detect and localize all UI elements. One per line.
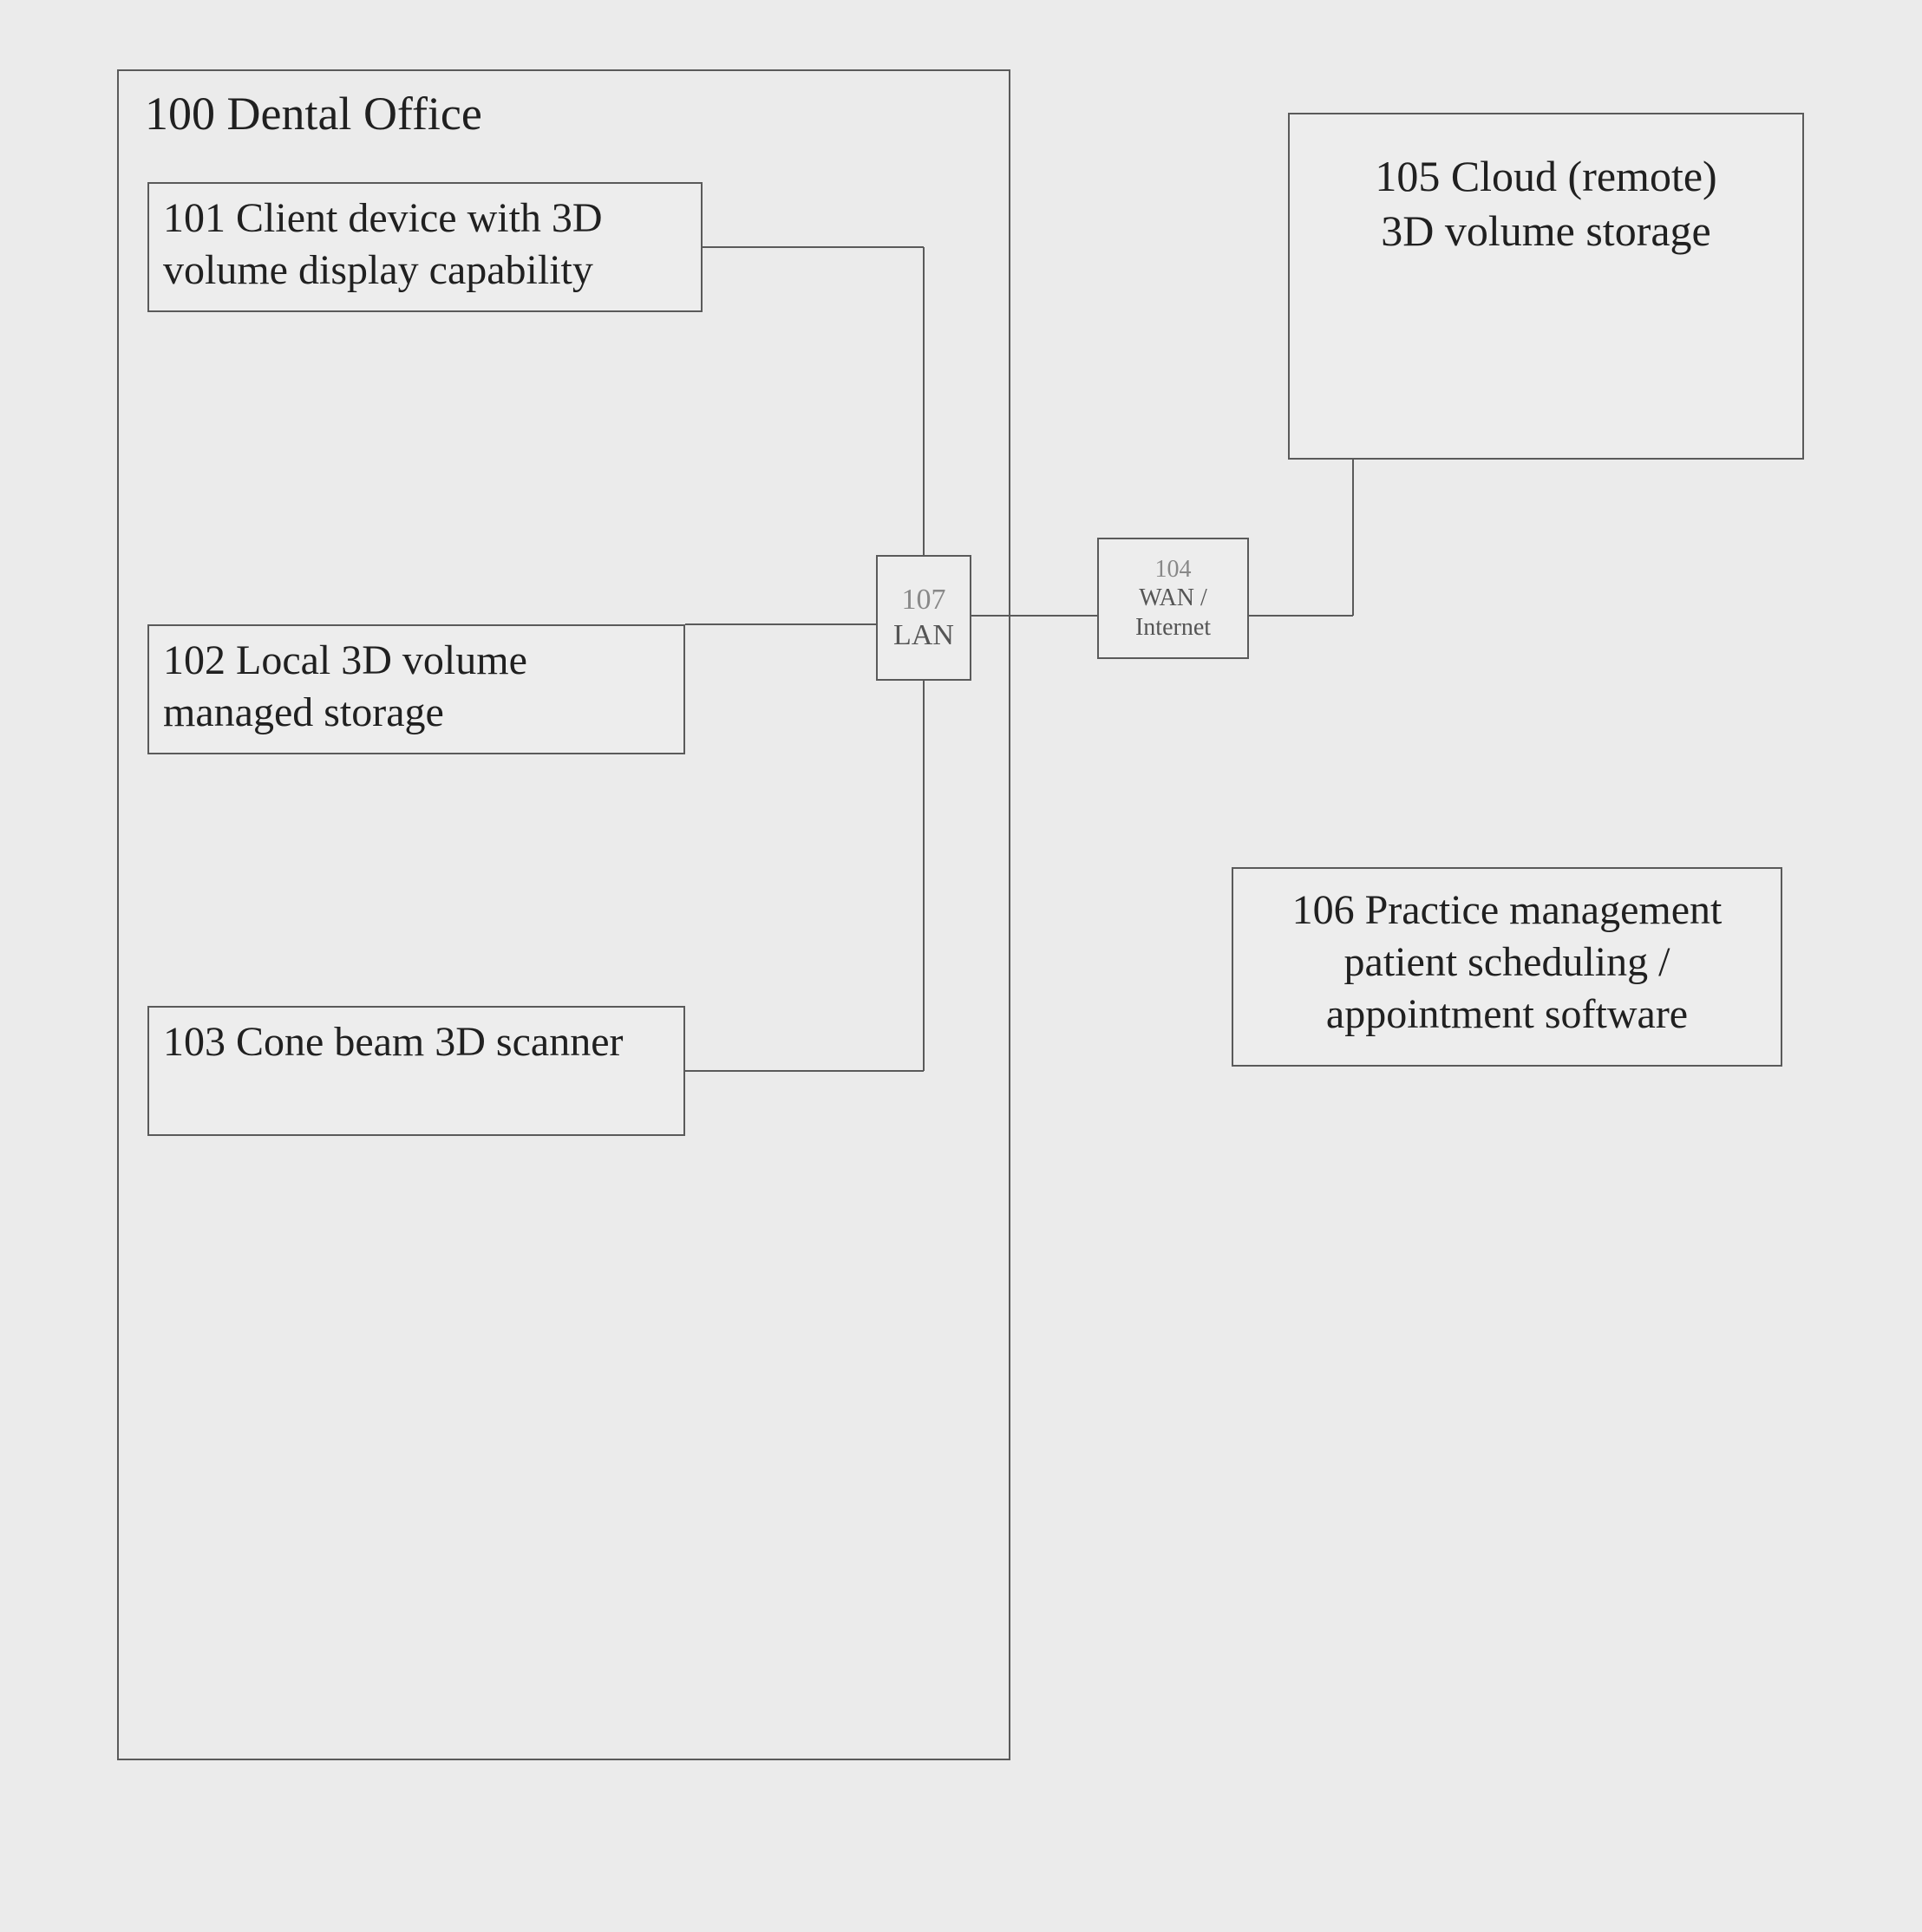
dental-office-label: 100 Dental Office: [136, 82, 491, 146]
node-104-label1: WAN /: [1139, 584, 1207, 613]
node-104-label2: Internet: [1135, 613, 1211, 643]
network-diagram: 100 Dental Office 101 Client device with…: [0, 0, 1922, 1932]
node-102-label: 102 Local 3D volume managed storage: [163, 637, 527, 735]
node-105-line2: 3D volume storage: [1304, 204, 1788, 258]
node-106-line2: patient scheduling /: [1247, 937, 1767, 989]
dental-office-container: 100 Dental Office: [117, 69, 1010, 1760]
node-105-line1: 105 Cloud (remote): [1304, 149, 1788, 204]
node-cone-beam-scanner: 103 Cone beam 3D scanner: [147, 1006, 685, 1136]
node-local-storage: 102 Local 3D volume managed storage: [147, 624, 685, 754]
node-101-label: 101 Client device with 3D volume display…: [163, 195, 603, 293]
node-107-id: 107: [902, 583, 946, 618]
node-106-line1: 106 Practice management: [1247, 884, 1767, 937]
node-practice-management: 106 Practice management patient scheduli…: [1232, 867, 1782, 1067]
node-106-line3: appointment software: [1247, 989, 1767, 1041]
node-client-device: 101 Client device with 3D volume display…: [147, 182, 703, 312]
node-lan: 107 LAN: [876, 555, 971, 681]
node-103-label: 103 Cone beam 3D scanner: [163, 1019, 624, 1065]
node-104-id: 104: [1155, 555, 1192, 584]
node-cloud-storage: 105 Cloud (remote) 3D volume storage: [1288, 113, 1804, 460]
node-wan-internet: 104 WAN / Internet: [1097, 538, 1249, 659]
node-107-label: LAN: [893, 618, 954, 654]
